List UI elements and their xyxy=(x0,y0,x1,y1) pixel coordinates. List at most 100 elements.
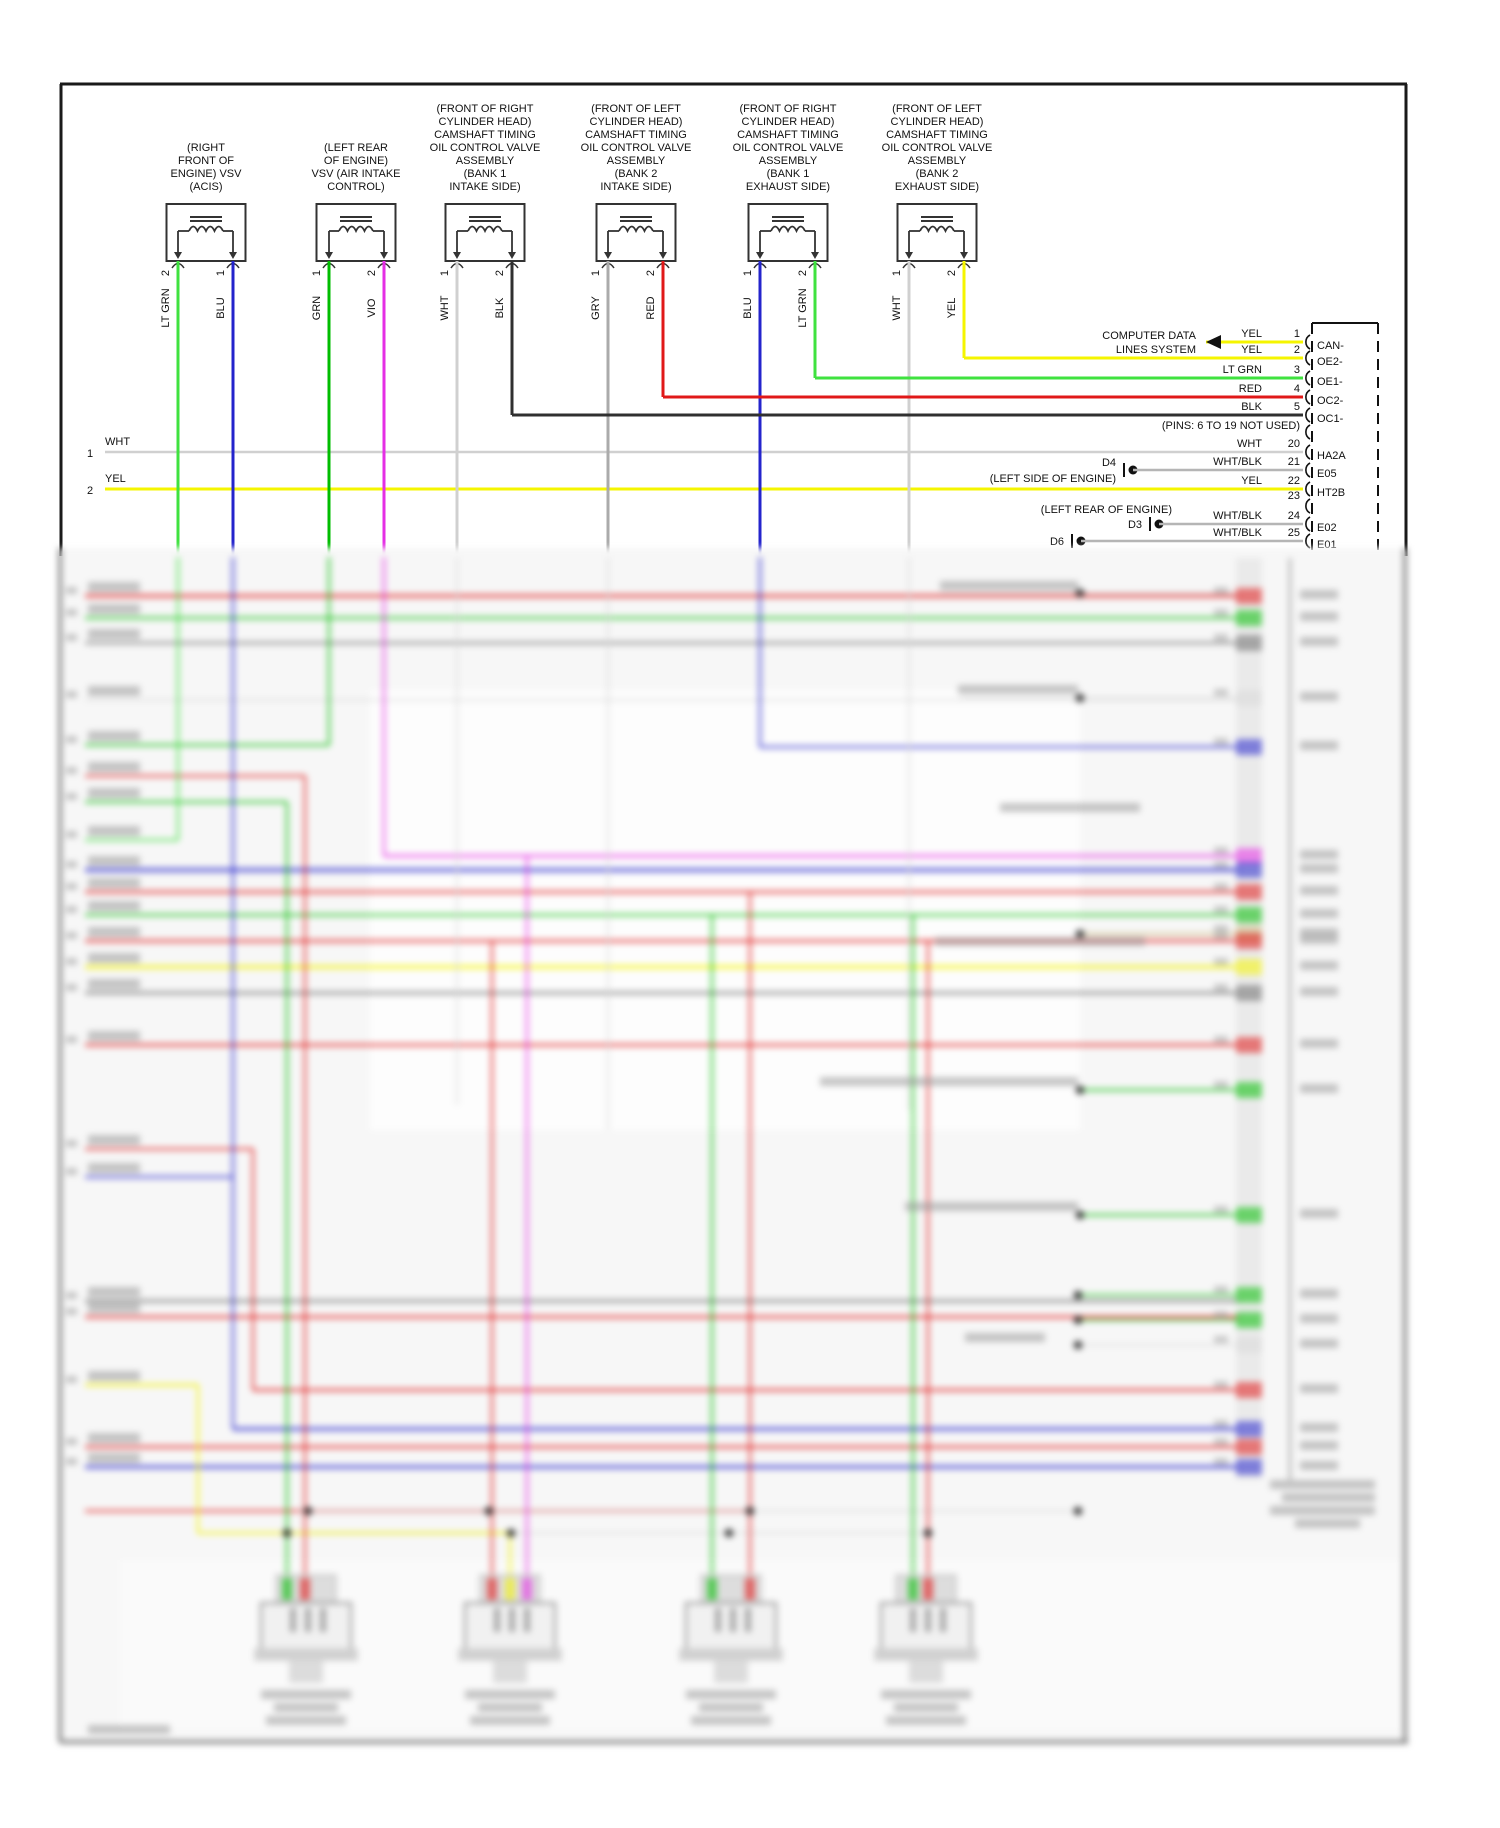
blur-strip-cell xyxy=(1236,1082,1262,1098)
blur-row-label xyxy=(88,629,140,639)
component-name-line: (FRONT OF LEFT xyxy=(591,103,681,115)
blur-text xyxy=(940,581,1078,590)
connector-pin-number: 21 xyxy=(1288,456,1300,468)
component-name-line: (BANK 2 xyxy=(916,168,959,180)
pins-not-used-note: (PINS: 6 TO 19 NOT USED) xyxy=(1162,420,1300,432)
blur-junction-dot xyxy=(923,1528,933,1538)
arrow-left-icon xyxy=(1206,335,1221,349)
component-name-line: CONTROL) xyxy=(327,181,384,193)
connector-pin-label: OC1- xyxy=(1317,413,1344,425)
blur-pin-number xyxy=(1214,861,1228,868)
component-name-line: CAMSHAFT TIMING xyxy=(886,129,988,141)
blur-pin-label xyxy=(1300,590,1338,599)
pin-bracket-icon xyxy=(1305,370,1311,386)
blur-pin-number xyxy=(1214,847,1228,854)
blur-junction-dot xyxy=(1075,929,1085,939)
blur-strip-cell xyxy=(1236,739,1262,755)
blur-row-number xyxy=(66,861,77,868)
ground-id: D3 xyxy=(1128,519,1142,531)
coil-symbol xyxy=(467,225,503,234)
blur-row-number xyxy=(66,767,77,774)
blur-comp-stem xyxy=(909,1661,943,1683)
blur-strip-cell xyxy=(1236,1459,1262,1475)
blur-comp-prong xyxy=(910,1608,916,1632)
blur-pin-label xyxy=(1300,987,1338,996)
diagram-blurred-layer xyxy=(58,548,1408,1744)
blur-row-number xyxy=(66,736,77,743)
connector-pin-number: 24 xyxy=(1288,510,1300,522)
blur-comp-label xyxy=(886,1716,966,1725)
blur-row-label xyxy=(88,1453,140,1463)
connector-pin-label: HA2A xyxy=(1317,450,1346,462)
connector-pin-number: 3 xyxy=(1294,364,1300,376)
blur-text xyxy=(1000,803,1140,812)
blur-row-number xyxy=(66,958,77,965)
blur-comp-stem xyxy=(289,1661,323,1683)
blur-comp-prong xyxy=(715,1608,721,1632)
arrowhead-down-icon xyxy=(811,252,819,259)
pin-bracket-icon xyxy=(1305,462,1311,478)
blur-strip-cell xyxy=(1236,862,1262,878)
blur-row-label xyxy=(88,1163,140,1173)
connector-pin-label: E02 xyxy=(1317,522,1337,534)
wire-color-label: BLU xyxy=(215,297,227,318)
blur-row-label xyxy=(88,1433,140,1443)
component-name-line: (BANK 2 xyxy=(615,168,658,180)
component-name-line: CYLINDER HEAD) xyxy=(439,116,532,128)
blur-pin-number xyxy=(1214,1036,1228,1043)
pin-bracket-icon xyxy=(1305,389,1311,405)
blur-row-label xyxy=(88,878,140,888)
blur-comp-cell xyxy=(707,1578,717,1600)
coil-symbol xyxy=(338,225,374,234)
blur-row-label xyxy=(88,686,140,696)
component-name-line: OF ENGINE) xyxy=(324,155,388,167)
component-name-line: OIL CONTROL VALVE xyxy=(733,142,844,154)
blur-text xyxy=(88,1725,170,1734)
component-name-line: OIL CONTROL VALVE xyxy=(882,142,993,154)
blur-pin-number xyxy=(1214,958,1228,965)
blur-comp-label xyxy=(465,1690,555,1699)
component-name-line: (LEFT REAR xyxy=(324,142,388,154)
component-name-line: (BANK 1 xyxy=(767,168,810,180)
blur-strip-cell xyxy=(1236,1207,1262,1223)
blur-comp-cell xyxy=(908,1578,918,1600)
blur-pin-label xyxy=(1300,1314,1338,1323)
blur-pin-label xyxy=(1300,935,1338,944)
arrowhead-down-icon xyxy=(453,252,461,259)
blur-row-label xyxy=(88,953,140,963)
computer-data-text: LINES SYSTEM xyxy=(1116,344,1196,356)
blur-junction-dot xyxy=(1075,1210,1085,1220)
blur-junction-dot xyxy=(506,1528,516,1538)
wire-color-label: BLK xyxy=(1241,401,1262,413)
arrowhead-down-icon xyxy=(508,252,516,259)
blur-row-number xyxy=(66,1140,77,1147)
wire-color-label: WHT xyxy=(439,295,451,320)
blur-row-label xyxy=(88,731,140,741)
blur-strip-cell xyxy=(1236,1337,1262,1353)
blur-junction-dot xyxy=(1075,1085,1085,1095)
blur-pin-label xyxy=(1300,1289,1338,1298)
pin-bracket-icon xyxy=(1305,424,1311,440)
blur-junction-dot xyxy=(484,1506,494,1516)
blur-pin-number xyxy=(1214,1206,1228,1213)
blur-row-label xyxy=(88,1303,140,1313)
arrowhead-down-icon xyxy=(905,252,913,259)
blur-strip-cell xyxy=(1236,1037,1262,1053)
blur-comp-prong xyxy=(305,1608,311,1632)
blur-row-number xyxy=(66,793,77,800)
blur-comp-prong xyxy=(320,1608,326,1632)
component-name-line: ASSEMBLY xyxy=(759,155,818,167)
blur-comp-stem xyxy=(493,1661,527,1683)
pin-number: 1 xyxy=(215,270,227,276)
connector-pin-number: 22 xyxy=(1288,475,1300,487)
blur-comp-flange xyxy=(254,1648,358,1661)
blur-pin-label xyxy=(1300,741,1338,750)
blur-comp-prong xyxy=(509,1608,515,1632)
connector-pin-label: E05 xyxy=(1317,468,1337,480)
blur-row-number xyxy=(66,1438,77,1445)
pin-bracket-icon xyxy=(1305,516,1311,532)
blur-pin-label xyxy=(1300,961,1338,970)
blur-comp-cell xyxy=(282,1578,292,1600)
blur-junction-dot xyxy=(1075,693,1085,703)
